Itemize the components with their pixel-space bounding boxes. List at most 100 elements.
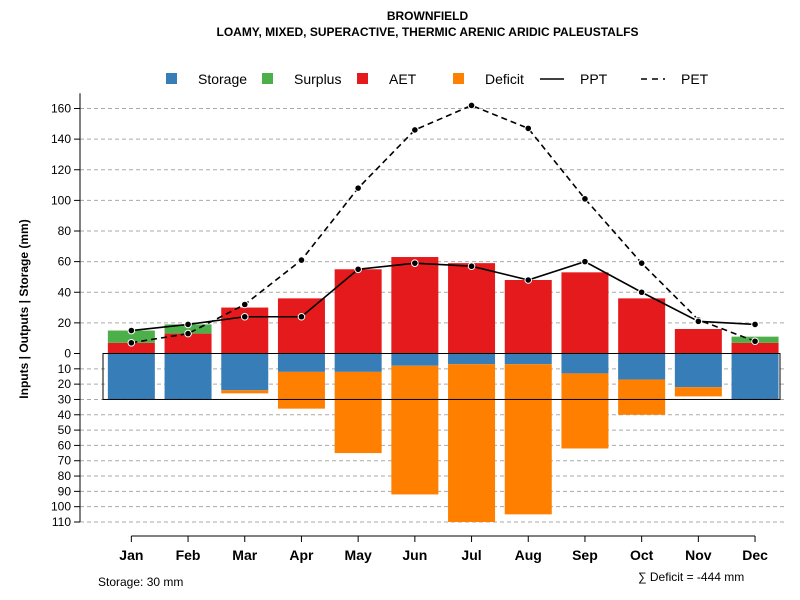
- legend-label-pet: PET: [681, 71, 709, 87]
- storage-bar-feb: [164, 353, 212, 400]
- surplus-bar-feb: [164, 324, 212, 334]
- deficit-bar-oct: [618, 379, 666, 415]
- x-tick-label-aug: Aug: [515, 547, 542, 563]
- y-tick-label: 10: [58, 362, 72, 376]
- pet-point-jul: [467, 101, 476, 110]
- storage-bar-jun: [391, 353, 439, 366]
- storage-bar-apr: [277, 353, 325, 372]
- pet-point-feb: [184, 329, 192, 338]
- aet-bar-nov: [674, 329, 722, 354]
- x-tick-label-apr: Apr: [289, 547, 314, 563]
- legend-swatch-surplus: [262, 73, 273, 84]
- deficit-bar-jun: [391, 365, 439, 495]
- y-tick-label: 80: [58, 224, 72, 238]
- storage-capacity-frame: [102, 353, 781, 400]
- legend-swatch-deficit: [453, 73, 464, 84]
- y-tick-label: 110: [52, 515, 71, 529]
- storage-bar-sep: [561, 353, 609, 374]
- y-tick-label: 30: [58, 392, 72, 406]
- y-tick-label: 40: [58, 408, 72, 422]
- deficit-bar-may: [334, 371, 382, 454]
- deficit-bar-nov: [674, 387, 722, 397]
- y-tick-label: 120: [51, 163, 71, 177]
- ppt-point-sep: [581, 257, 589, 266]
- y-tick-label: 50: [58, 423, 72, 437]
- storage-bar-mar: [221, 353, 269, 391]
- y-tick-label: 100: [51, 500, 71, 514]
- storage-bar-may: [334, 353, 382, 372]
- ppt-point-jan: [127, 326, 136, 335]
- pet-point-oct: [637, 259, 646, 267]
- y-tick-label: 60: [58, 438, 72, 452]
- deficit-bar-mar: [221, 390, 269, 394]
- deficit-bar-aug: [504, 364, 552, 515]
- y-tick-label: 0: [64, 347, 71, 361]
- ppt-point-feb: [184, 320, 192, 329]
- x-tick-label-sep: Sep: [572, 547, 598, 563]
- pet-point-jan: [127, 338, 136, 347]
- aet-bar-dec: [731, 342, 779, 354]
- deficit-bar-jul: [448, 364, 496, 522]
- pet-point-dec: [751, 337, 759, 346]
- pet-point-aug: [524, 124, 533, 133]
- ppt-point-dec: [751, 320, 759, 329]
- y-tick-label: 90: [58, 484, 72, 498]
- x-tick-label-nov: Nov: [685, 547, 712, 563]
- chart-title: BROWNFIELD: [386, 9, 469, 23]
- legend-label-storage: Storage: [198, 71, 247, 87]
- x-tick-label-may: May: [345, 547, 372, 563]
- x-tick-label-oct: Oct: [630, 547, 654, 563]
- y-axis-label: Inputs | Outputs | Storage (mm): [17, 219, 31, 398]
- storage-bar-jul: [448, 353, 496, 365]
- ppt-point-jun: [411, 259, 419, 267]
- y-tick-label: 100: [51, 193, 71, 207]
- aet-bar-sep: [561, 272, 609, 354]
- legend-label-ppt: PPT: [580, 71, 608, 87]
- aet-bar-jun: [391, 257, 439, 354]
- pet-point-jun: [411, 126, 419, 134]
- y-tick-label: 60: [58, 255, 72, 269]
- pet-point-mar: [240, 300, 249, 309]
- legend-label-deficit: Deficit: [485, 71, 524, 87]
- storage-bar-aug: [504, 353, 552, 365]
- x-tick-label-jan: Jan: [119, 547, 143, 563]
- y-tick-label: 160: [51, 102, 71, 116]
- y-tick-label: 20: [58, 316, 72, 330]
- ppt-point-may: [354, 265, 362, 274]
- aet-bar-jan: [107, 342, 155, 354]
- x-tick-label-jul: Jul: [461, 547, 481, 563]
- y-tick-label: 20: [58, 377, 72, 391]
- storage-bar-oct: [618, 353, 666, 380]
- deficit-bar-sep: [561, 373, 609, 449]
- storage-bar-nov: [674, 353, 722, 388]
- pet-line: [131, 104, 756, 344]
- y-tick-label: 70: [58, 454, 72, 468]
- surplus-bar-jan: [107, 330, 155, 343]
- aet-bar-apr: [277, 298, 325, 354]
- aet-bar-feb: [164, 333, 212, 354]
- aet-bar-jul: [448, 263, 496, 354]
- x-tick-label-dec: Dec: [742, 547, 768, 563]
- pet-point-may: [354, 184, 362, 192]
- y-tick-label: 80: [58, 469, 72, 483]
- aet-bar-may: [334, 269, 382, 354]
- y-tick-label: 140: [51, 132, 71, 146]
- pet-point-sep: [581, 195, 589, 203]
- ppt-point-mar: [240, 312, 249, 321]
- deficit-bar-apr: [277, 371, 325, 409]
- storage-bar-dec: [731, 353, 779, 400]
- chart-subtitle: LOAMY, MIXED, SUPERACTIVE, THERMIC ARENI…: [216, 25, 639, 39]
- ppt-point-oct: [637, 288, 646, 297]
- pet-point-apr: [297, 256, 306, 264]
- ppt-line: [131, 260, 756, 332]
- legend-label-aet: AET: [389, 71, 417, 87]
- x-tick-label-mar: Mar: [232, 547, 257, 563]
- ppt-point-aug: [524, 276, 533, 284]
- storage-note: Storage: 30 mm: [98, 575, 184, 589]
- legend-label-surplus: Surplus: [294, 71, 341, 87]
- ppt-point-apr: [297, 312, 306, 321]
- ppt-point-jul: [467, 262, 476, 271]
- aet-bar-aug: [504, 280, 552, 354]
- aet-bar-oct: [618, 298, 666, 354]
